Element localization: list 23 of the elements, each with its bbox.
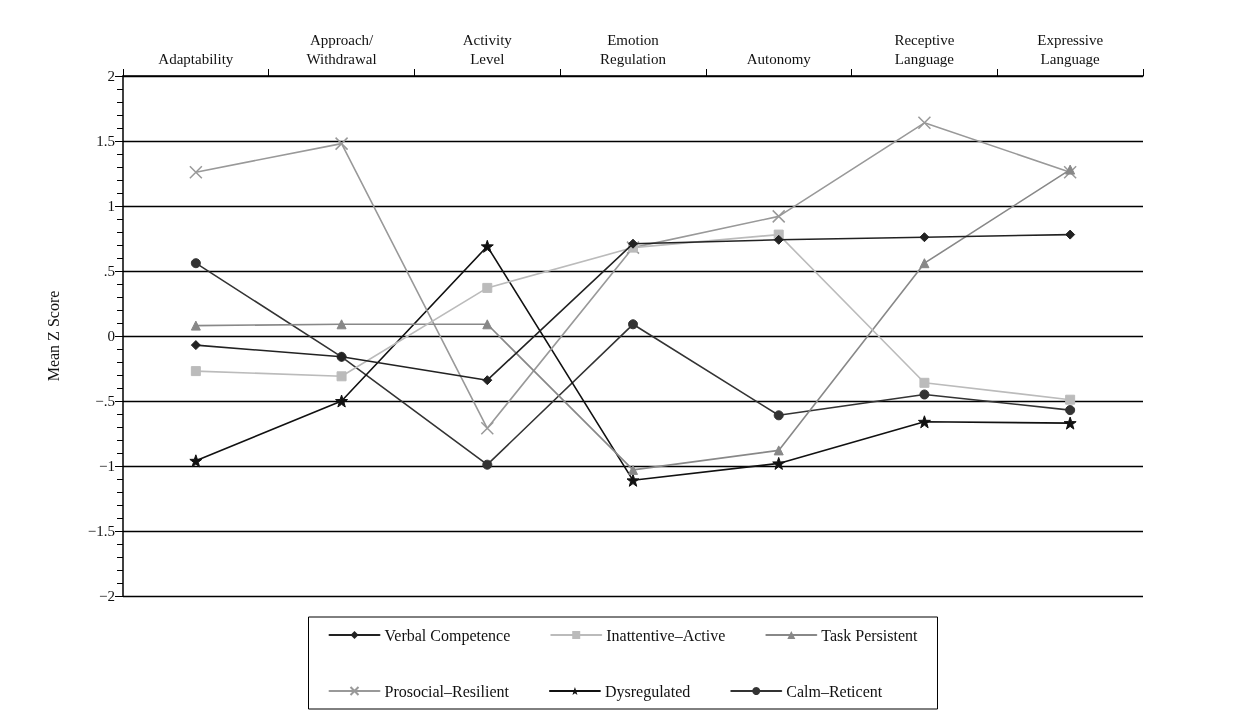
x-tick-label: Expressive Language [1037,31,1104,67]
y-tick-label: 2 [107,68,115,84]
y-tick-label: 1.5 [96,133,115,149]
legend-label: Verbal Competence [384,626,511,645]
legend-label: Calm–Reticent [786,682,883,700]
legend-label: Prosocial–Resilient [384,682,510,700]
legend-label: Inattentive–Active [606,626,726,644]
x-tick-label: Approach/Withdrawal [306,31,377,67]
y-tick-label: −2 [99,588,115,604]
y-tick-label: 0 [107,328,115,344]
x-tick-label: Adaptability [158,50,234,67]
y-tick-label: −.5 [95,393,115,409]
legend-label: Dysregulated [604,682,691,701]
y-tick-label: 1 [107,198,115,214]
x-tick-label: Activity Level [462,31,513,67]
x-tick-label: Autonomy [746,50,812,67]
legend-label: Task Persistent [821,626,919,644]
y-tick-label: −1.5 [87,523,115,539]
y-axis-title: Mean Z Score [44,290,62,382]
x-tick-label: Receptive Language [894,31,955,67]
y-tick-label: −1 [99,458,115,474]
y-tick-label: .5 [103,263,115,279]
x-tick-label: Emotion Regulation [600,31,667,67]
